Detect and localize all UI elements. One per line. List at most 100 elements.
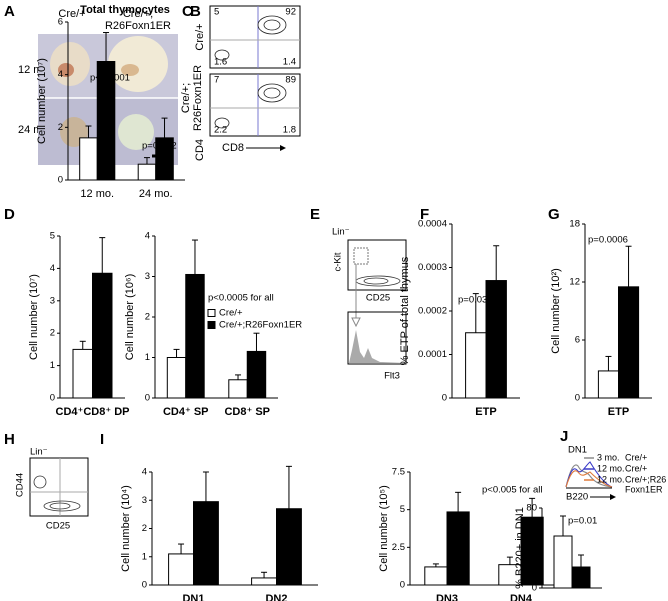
x-tick-label: DN1 <box>182 593 204 601</box>
quadrant-value: 92 <box>285 7 296 18</box>
y-axis-label: Cell number (10²) <box>550 268 562 354</box>
y-tick-label: 12 <box>569 277 580 288</box>
y-tick-label: 0.0003 <box>418 262 447 273</box>
contour <box>257 83 287 103</box>
y-tick-label: 2 <box>142 523 147 534</box>
bar <box>166 357 187 399</box>
panel-label: G <box>548 206 560 223</box>
legend-label: 12 mo. <box>597 463 625 473</box>
legend-label: Foxn1ER <box>625 484 663 494</box>
thymus <box>118 114 154 150</box>
x-tick-label: DN2 <box>265 593 287 601</box>
y-tick-label: 40 <box>526 543 537 554</box>
flow-plot <box>347 239 407 291</box>
panel-label: J <box>560 428 568 445</box>
y-axis-label: Cell number (10⁴) <box>120 485 132 572</box>
quadrant-value: 5 <box>214 7 219 18</box>
histogram-curve <box>565 464 613 488</box>
annotation: p=0.0006 <box>588 235 628 246</box>
gate-label: Lin⁻ <box>332 227 350 238</box>
y-tick-label: 0.0004 <box>418 219 447 230</box>
histogram-title: DN1 <box>568 445 587 456</box>
y-tick-label: 2 <box>58 122 63 133</box>
panel-label: E <box>310 206 320 223</box>
contours <box>355 275 401 287</box>
y-tick-label: 0 <box>145 393 150 404</box>
y-tick-label: 2 <box>145 312 150 323</box>
annotation: p=0.012 <box>142 141 177 152</box>
contour <box>43 500 81 512</box>
y-axis-label: Cell number (10⁷) <box>28 274 40 360</box>
y-tick-label: 4 <box>50 263 55 274</box>
y-tick-label: 0 <box>400 580 405 591</box>
bar <box>92 272 113 399</box>
annotation: p=0.031 <box>458 295 493 306</box>
contour <box>363 277 389 285</box>
y-tick-label: 3 <box>50 295 55 306</box>
y-tick-label: 2.5 <box>392 542 405 553</box>
annotation: p=0.01 <box>568 516 597 527</box>
y-tick-label: 0 <box>50 393 55 404</box>
y-tick-label: 4 <box>58 69 63 80</box>
row-label: Cre/+; <box>180 83 192 113</box>
contour <box>214 117 230 129</box>
y-tick-label: 0.0002 <box>418 306 447 317</box>
y-axis-label: Cell number (10⁷) <box>36 58 48 144</box>
arrow-head <box>280 145 286 151</box>
quadrant-value: 1.4 <box>283 57 296 68</box>
annotation: p<0.0005 for all <box>208 293 274 304</box>
y-tick-label: 0 <box>142 580 147 591</box>
y-tick-label: 7.5 <box>392 467 405 478</box>
panel-label: C <box>182 3 193 20</box>
contour <box>257 15 287 35</box>
contours <box>214 15 287 129</box>
x-tick-label: 24 mo. <box>139 188 173 200</box>
y-axis-label: Cell number (10⁵) <box>378 485 390 571</box>
legend-label: 12 mo. <box>597 474 625 484</box>
axis-label: CD8 <box>222 142 244 154</box>
panel-label: A <box>4 3 15 20</box>
axis-label: c-Kit <box>333 252 344 271</box>
column-label: Cre/+ <box>58 8 85 20</box>
bar <box>72 348 93 399</box>
x-tick-label: CD4⁺ SP <box>163 406 209 418</box>
bar <box>193 501 219 586</box>
gate <box>353 247 369 265</box>
y-tick-label: 5 <box>50 231 55 242</box>
contour <box>49 502 71 510</box>
quadrant-value: 89 <box>285 75 296 86</box>
y-tick-label: 0 <box>532 583 537 594</box>
column-label: R26Foxn1ER <box>105 20 171 32</box>
y-tick-label: 4 <box>142 467 147 478</box>
y-tick-label: 4 <box>145 231 150 242</box>
bar <box>618 286 640 399</box>
arrow-head <box>610 494 616 500</box>
chart-title: Total thymocytes <box>80 4 170 16</box>
contour <box>33 475 47 489</box>
bar <box>251 577 278 586</box>
bar <box>185 273 205 399</box>
axis-label: Flt3 <box>384 371 400 382</box>
row-label: Cre/+ <box>194 23 206 50</box>
y-tick-label: 80 <box>526 503 537 514</box>
panel-label: D <box>4 206 15 223</box>
panel-label: I <box>100 431 104 448</box>
y-tick-label: 3 <box>145 271 150 282</box>
histogram <box>349 330 405 363</box>
y-axis-label: % B220+ in DN1 <box>514 507 526 589</box>
bar <box>246 350 267 399</box>
y-tick-label: 3 <box>142 495 147 506</box>
thymus-detail <box>58 63 74 77</box>
quadrant-value: 2.2 <box>214 125 227 136</box>
y-tick-label: 60 <box>526 523 537 534</box>
bar <box>571 566 591 589</box>
y-tick-label: 18 <box>569 219 580 230</box>
legend-label: Cre/+ <box>219 308 243 319</box>
contour <box>263 19 281 31</box>
quadrant-value: 1.6 <box>214 57 227 68</box>
contour <box>355 275 401 287</box>
legend-label: Cre/+;R26 <box>625 474 666 484</box>
axis-label: CD44 <box>15 473 26 497</box>
arrow-head <box>351 317 361 328</box>
